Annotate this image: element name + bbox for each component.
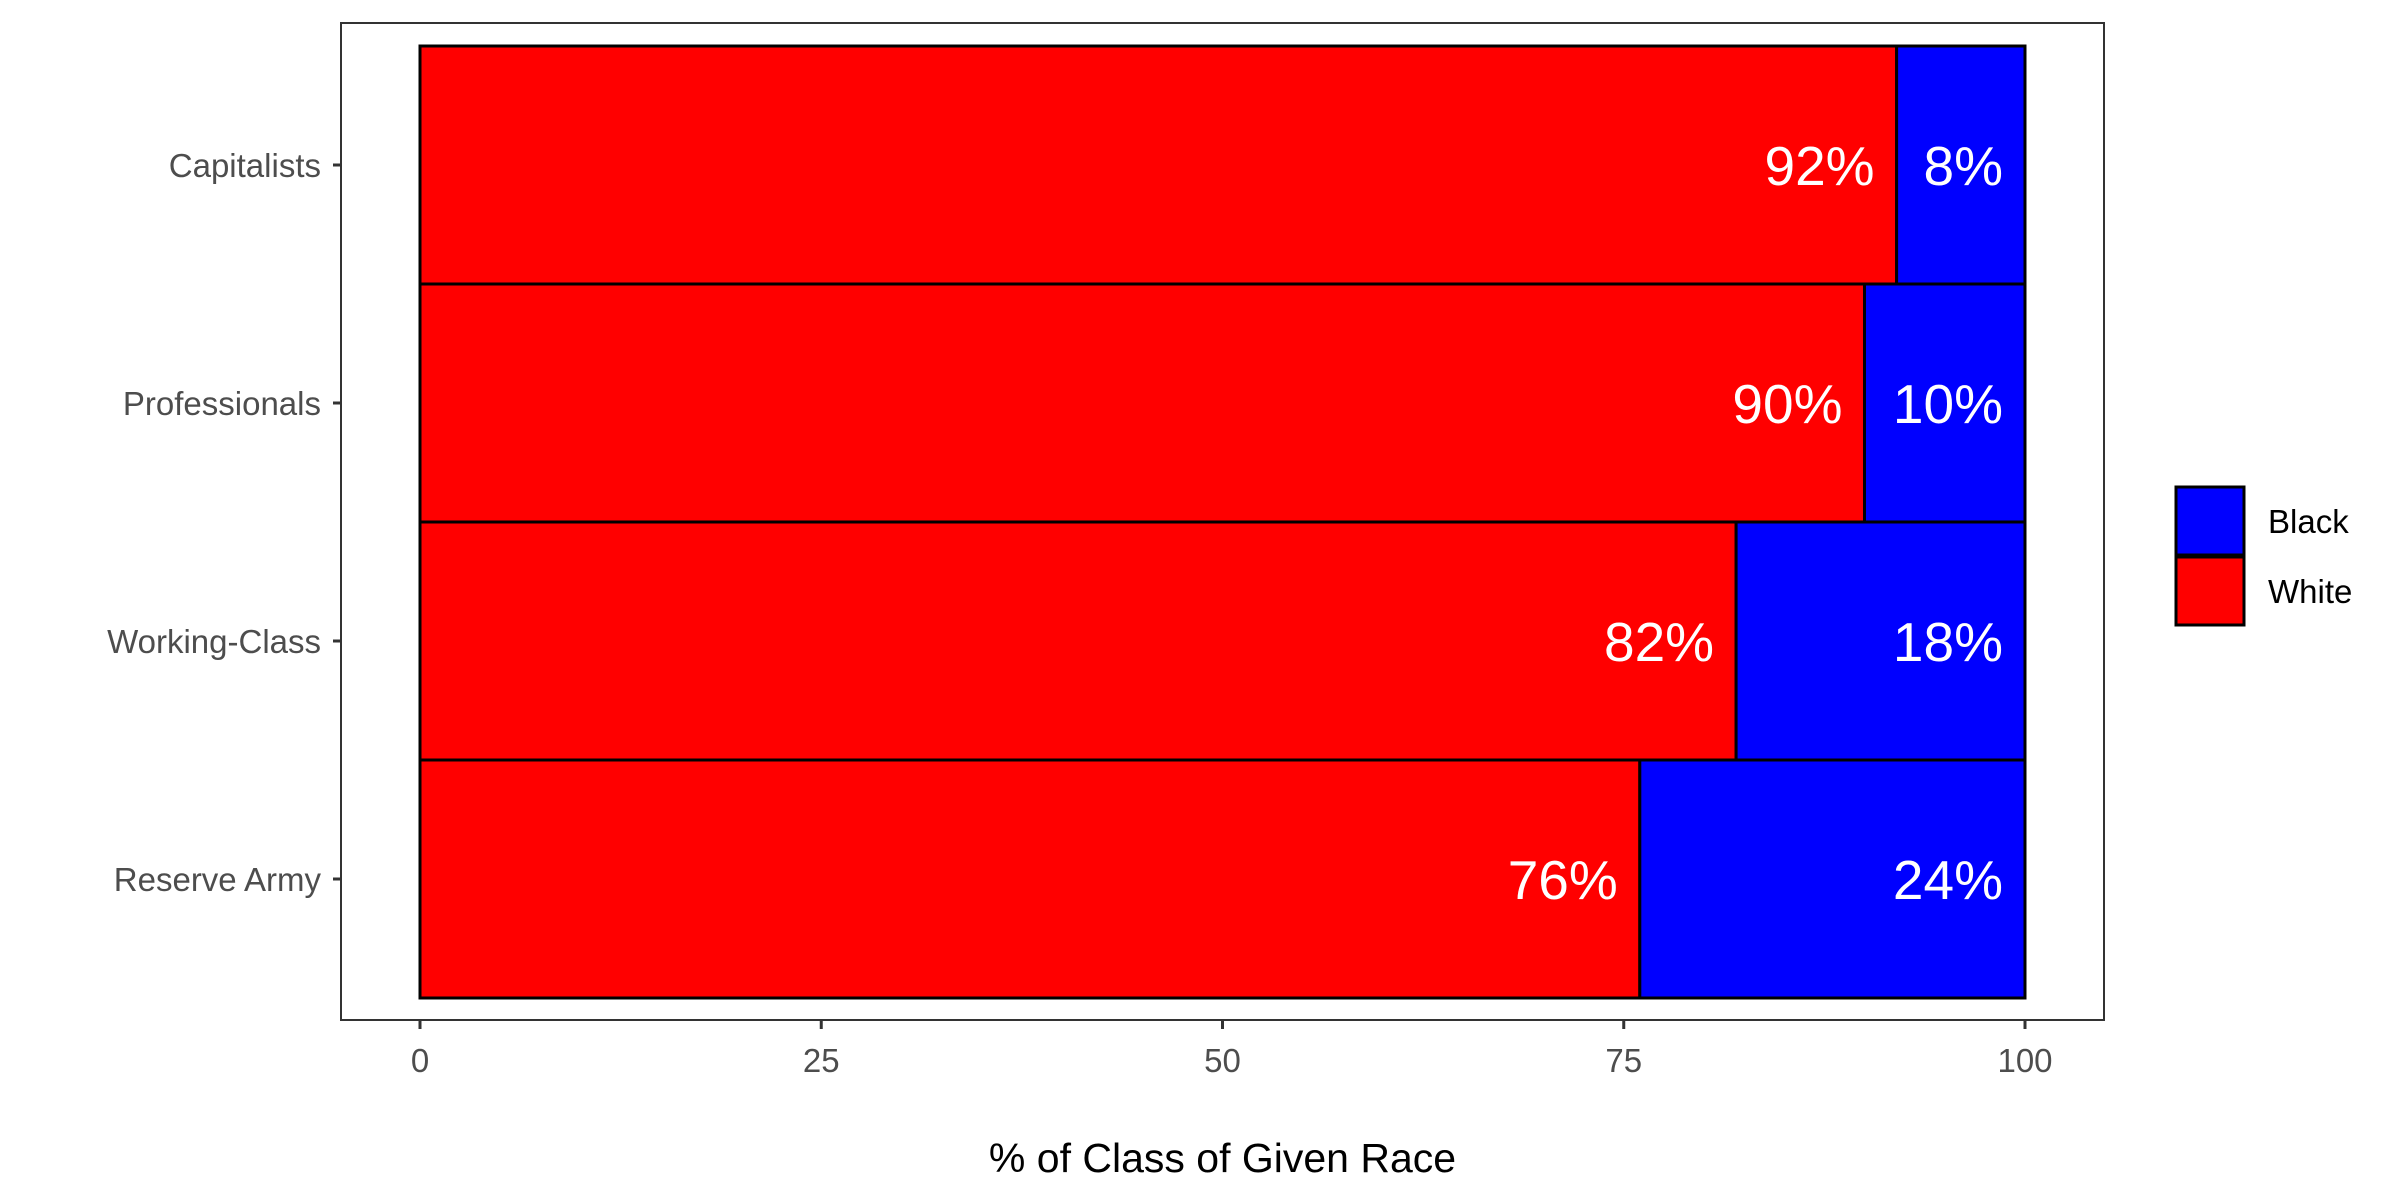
bar-white-professionals bbox=[418, 282, 1866, 524]
legend-label-white: White bbox=[2268, 573, 2352, 610]
x-axis-title: % of Class of Given Race bbox=[989, 1135, 1456, 1181]
bar-black-reserve-army bbox=[1638, 758, 2027, 1000]
bar-white-working-class bbox=[418, 520, 1738, 762]
legend-label-black: Black bbox=[2268, 503, 2349, 540]
legend: Black White bbox=[2174, 485, 2352, 627]
bar-label-white-reserve-army: 76% bbox=[1508, 849, 1618, 911]
x-tick-label-50: 50 bbox=[1204, 1042, 1241, 1079]
x-tick-label-100: 100 bbox=[1997, 1042, 2052, 1079]
bars-layer bbox=[418, 44, 2027, 1000]
y-axis: Capitalists Professionals Working-Class Res… bbox=[107, 147, 341, 898]
bar-black-capitalists bbox=[1895, 44, 2027, 286]
bar-black-professionals bbox=[1863, 282, 2027, 524]
legend-key-white bbox=[2174, 555, 2246, 627]
x-tick-label-0: 0 bbox=[411, 1042, 429, 1079]
bar-label-white-professionals: 90% bbox=[1732, 373, 1842, 435]
y-tick-label-professionals: Professionals bbox=[123, 385, 321, 422]
bar-black-working-class bbox=[1734, 520, 2027, 762]
x-tick-label-25: 25 bbox=[803, 1042, 840, 1079]
bar-label-black-capitalists: 8% bbox=[1924, 135, 2004, 197]
y-tick-label-working-class: Working-Class bbox=[107, 623, 321, 660]
x-tick-label-75: 75 bbox=[1605, 1042, 1642, 1079]
bar-label-white-capitalists: 92% bbox=[1765, 135, 1875, 197]
bar-label-black-professionals: 10% bbox=[1893, 373, 2003, 435]
y-tick-label-capitalists: Capitalists bbox=[169, 147, 321, 184]
bar-white-reserve-army bbox=[418, 758, 1642, 1000]
legend-key-black bbox=[2174, 485, 2246, 557]
bar-labels-layer: 92% 8% 90% 10% 82% 18% 76% 24% bbox=[1508, 135, 2003, 911]
bar-label-black-working-class: 18% bbox=[1893, 611, 2003, 673]
x-axis: 0 25 50 75 100 bbox=[411, 1020, 2053, 1079]
bar-label-black-reserve-army: 24% bbox=[1893, 849, 2003, 911]
bar-white-capitalists bbox=[418, 44, 1899, 286]
y-tick-label-reserve-army: Reserve Army bbox=[114, 861, 322, 898]
bar-label-white-working-class: 82% bbox=[1604, 611, 1714, 673]
